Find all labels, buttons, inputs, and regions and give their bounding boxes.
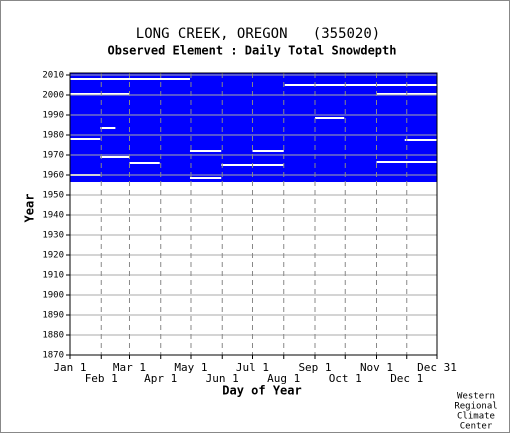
y-tick-label: 1870 [42,351,64,361]
y-axis-label: Year [23,194,37,223]
x-tick-label: Sep 1 [298,361,331,374]
y-tick-label: 1930 [42,231,64,241]
missing-gap [189,177,222,179]
x-tick-label: Mar 1 [113,361,146,374]
x-tick-label: Jun 1 [206,372,239,385]
y-tick-label: 1960 [42,171,64,181]
y-tick-label: 2000 [42,91,64,101]
x-tick-label: Apr 1 [144,372,177,385]
y-tick-label: 1990 [42,111,64,121]
x-tick-label: Jan 1 [53,361,86,374]
x-tick-label: May 1 [174,361,207,374]
missing-gap [284,84,437,86]
y-tick-label: 1950 [42,191,64,201]
x-tick-label: Dec 31 [417,361,457,374]
missing-gap [70,138,101,140]
missing-gap [100,156,130,158]
chart-title: LONG CREEK, OREGON (355020) [136,26,380,42]
credit: Center [460,422,493,432]
chart-subtitle: Observed Element : Daily Total Snowdepth [108,44,397,58]
missing-gap [252,150,284,152]
missing-gap [189,150,222,152]
y-tick-label: 1940 [42,211,64,221]
y-tick-label: 2010 [42,71,64,81]
y-tick-label: 1880 [42,331,64,341]
missing-gap [70,93,130,95]
x-tick-label: Oct 1 [329,372,362,385]
x-tick-label: Jul 1 [236,361,269,374]
x-tick-label: Aug 1 [267,372,300,385]
credit: Climate [457,412,495,422]
y-tick-label: 1920 [42,251,64,261]
missing-gap [100,127,116,129]
y-tick-label: 1980 [42,131,64,141]
credit: Regional [454,402,497,412]
y-tick-label: 1970 [42,151,64,161]
x-axis-label: Day of Year [222,384,301,398]
missing-gap [404,139,437,141]
y-tick-label: 1910 [42,271,64,281]
x-tick-label: Dec 1 [390,372,423,385]
missing-gap [129,162,160,164]
y-tick-label: 1900 [42,291,64,301]
x-tick-label: Nov 1 [360,361,393,374]
y-tick-label: 1890 [42,311,64,321]
missing-gap [315,117,345,119]
plot-border [69,72,438,356]
missing-gap [376,161,437,163]
missing-gap [70,78,190,80]
x-tick-label: Feb 1 [85,372,118,385]
credit: Western [457,392,495,402]
